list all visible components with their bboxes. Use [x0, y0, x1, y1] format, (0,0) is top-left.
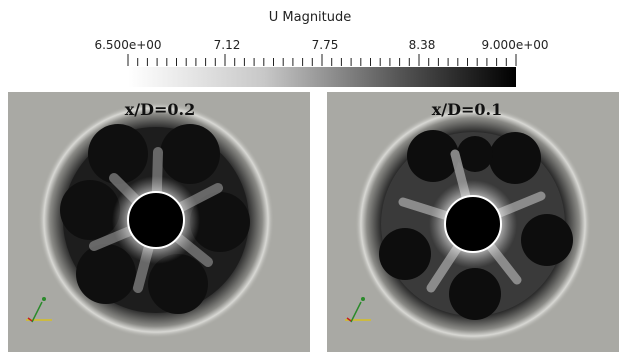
axes-triad-icon: [345, 297, 371, 323]
velocity-field-image: [345, 106, 591, 342]
velocity-field-image: [26, 102, 274, 338]
colorbar-gradient: [128, 67, 516, 87]
hub-core: [127, 191, 185, 249]
axes-triad-icon: [26, 297, 52, 323]
vortex-blobs: [379, 130, 573, 320]
colorbar-tick-label: 6.500e+00: [94, 38, 162, 52]
colorbar-tick-label: 7.12: [213, 38, 241, 52]
vortex-blobs: [60, 124, 250, 314]
colorbar: [127, 54, 517, 87]
colorbar-tick-label: 7.75: [311, 38, 339, 52]
colorbar-tick-label: 8.38: [408, 38, 436, 52]
hub-core: [444, 195, 502, 253]
colorbar-ticks: [127, 54, 517, 66]
colorbar-title: U Magnitude: [268, 10, 352, 25]
colorbar-tick-label: 9.000e+00: [481, 38, 549, 52]
velocity-slice-panel-left: x/D=0.2: [8, 92, 310, 352]
panel-label: x/D=0.1: [431, 100, 503, 119]
velocity-slice-panel-right: x/D=0.1: [327, 92, 619, 352]
panel-label: x/D=0.2: [124, 100, 196, 119]
